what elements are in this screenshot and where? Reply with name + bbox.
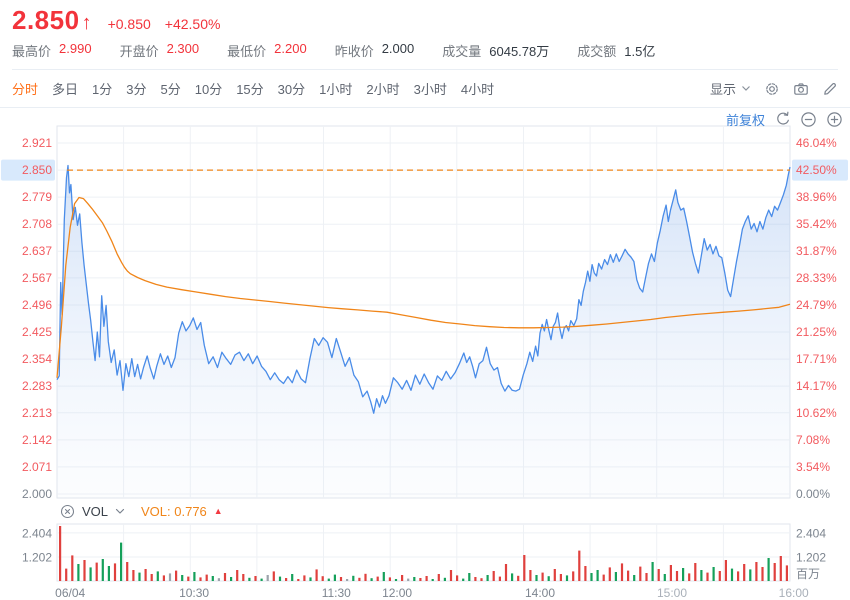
chevron-down-icon [742,86,750,91]
svg-text:0.00%: 0.00% [796,487,830,500]
last-price: 2.850 [12,5,80,35]
tab-30min[interactable]: 30分 [277,82,306,97]
svg-text:31.87%: 31.87% [796,244,837,258]
price-change-percent: +42.50% [164,16,221,32]
tab-1min[interactable]: 1分 [92,82,113,97]
svg-text:10:30: 10:30 [179,586,209,600]
svg-text:17.71%: 17.71% [796,352,837,366]
volume-chart[interactable]: 2.404 2.404 1.202 1.202 百万 06/04 10:30 11:30 12:… [0,522,850,600]
svg-text:3.54%: 3.54% [796,460,830,474]
svg-text:2.779: 2.779 [22,190,52,204]
tab-fenshi[interactable]: 分时 [12,82,39,97]
svg-text:2.354: 2.354 [22,352,52,366]
indicator-current-value: VOL: 0.776 [141,503,207,519]
svg-text:2.567: 2.567 [22,271,52,285]
reset-undo-icon[interactable] [774,111,791,128]
svg-text:2.708: 2.708 [22,217,52,231]
svg-text:2.071: 2.071 [22,460,52,474]
svg-text:14:00: 14:00 [525,586,555,600]
svg-text:2.283: 2.283 [22,379,52,393]
display-label: 显示 [709,82,736,97]
svg-text:14.17%: 14.17% [796,379,837,393]
volume-up-triangle-icon: ▲ [213,505,223,516]
stat-prev-close: 昨收价 2.000 [334,41,415,59]
svg-text:1.202: 1.202 [22,551,52,565]
settings-gear-icon[interactable] [764,81,780,97]
chart-area: 前复权 2.921 46.04% 2.850 42.50% 2.779 38.96% 2.7… [0,108,850,600]
tab-3min[interactable]: 3分 [126,82,147,97]
period-toolbar: 分时 多日 1分 3分 5分 10分 15分 30分 1小时 2小时 3小时 4… [0,70,850,108]
zoom-out-icon[interactable] [800,111,817,128]
toolbar-right-group: 显示 [710,79,838,98]
intraday-price-chart[interactable]: 2.921 46.04% 2.850 42.50% 2.779 38.96% 2.708 35… [0,108,850,500]
stat-volume: 成交量 6045.78万 [442,44,550,59]
svg-text:1.202: 1.202 [796,551,826,565]
svg-text:百万: 百万 [796,567,820,581]
svg-text:10.62%: 10.62% [796,406,837,420]
svg-text:46.04%: 46.04% [796,136,837,150]
draw-pencil-icon[interactable] [822,81,838,97]
tab-4hour[interactable]: 4小时 [460,82,495,97]
svg-text:28.33%: 28.33% [796,271,837,285]
period-tabs: 分时 多日 1分 3分 5分 10分 15分 30分 1小时 2小时 3小时 4… [12,79,494,98]
svg-text:2.000: 2.000 [22,487,52,500]
tab-1hour[interactable]: 1小时 [319,82,353,97]
close-indicator-icon[interactable] [60,504,75,519]
svg-text:42.50%: 42.50% [796,163,837,177]
svg-text:15:00: 15:00 [657,586,687,600]
zoom-in-icon[interactable] [826,111,843,128]
quote-header: 2.850 ↑ +0.850 +42.50% 最高价 2.990 开盘价 2.300… [0,0,850,70]
svg-text:2.213: 2.213 [22,406,52,420]
stat-low: 最低价 2.200 [227,41,307,59]
indicator-name[interactable]: VOL [82,503,109,519]
svg-text:16:00: 16:00 [779,586,809,600]
svg-text:11:30: 11:30 [322,586,351,600]
tab-duori[interactable]: 多日 [52,82,79,97]
svg-text:35.42%: 35.42% [796,217,837,231]
adjust-mode-link[interactable]: 前复权 [725,113,765,128]
price-up-arrow-icon: ↑ [81,12,92,34]
tab-5min[interactable]: 5分 [160,82,181,97]
svg-text:2.921: 2.921 [22,136,52,150]
tab-10min[interactable]: 10分 [194,82,223,97]
svg-text:24.79%: 24.79% [796,298,837,312]
svg-text:38.96%: 38.96% [796,190,837,204]
display-dropdown[interactable]: 显示 [710,79,751,98]
stat-high: 最高价 2.990 [12,41,92,59]
svg-text:7.08%: 7.08% [796,433,830,447]
price-change: +0.850 [107,16,151,32]
indicator-chevron-down-icon[interactable] [115,508,125,515]
quote-stats-row: 最高价 2.990 开盘价 2.300 最低价 2.200 昨收价 2.000 成交量 6… [12,41,838,70]
svg-text:2.637: 2.637 [22,244,52,258]
svg-text:2.850: 2.850 [22,163,52,177]
screenshot-camera-icon[interactable] [793,81,809,97]
svg-text:2.404: 2.404 [22,526,52,540]
svg-text:21.25%: 21.25% [796,325,837,339]
svg-text:2.404: 2.404 [796,526,826,540]
chart-controls-row: 前复权 [726,110,843,129]
svg-text:06/04: 06/04 [55,586,85,600]
tab-3hour[interactable]: 3小时 [413,82,447,97]
tab-2hour[interactable]: 2小时 [366,82,400,97]
svg-text:2.425: 2.425 [22,325,52,339]
stat-open: 开盘价 2.300 [119,41,200,59]
stat-turnover: 成交额 1.5亿 [577,44,656,59]
svg-text:2.142: 2.142 [22,433,52,447]
svg-text:12:00: 12:00 [382,586,412,600]
volume-indicator-header: VOL VOL: 0.776 ▲ [0,500,850,522]
price-row: 2.850 ↑ +0.850 +42.50% [12,5,838,36]
tab-15min[interactable]: 15分 [236,82,264,97]
svg-text:2.496: 2.496 [22,298,52,312]
